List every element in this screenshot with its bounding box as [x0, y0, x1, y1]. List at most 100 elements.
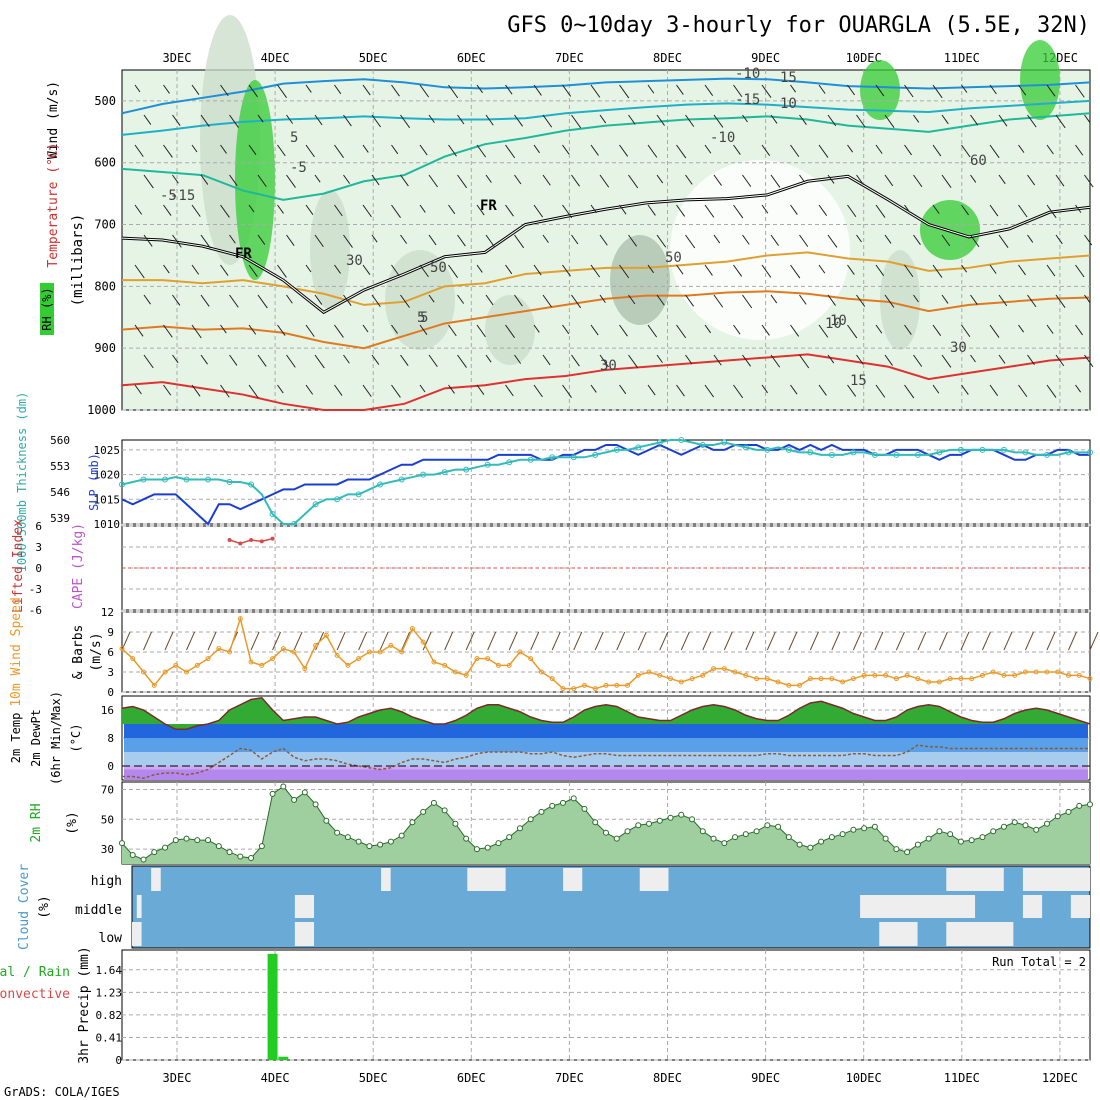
pressure-tick-label: 1000	[87, 403, 116, 417]
wind-barb	[932, 324, 942, 337]
surface-wind-barb	[852, 631, 862, 651]
wind-speed-point	[797, 682, 803, 688]
wind-speed-point	[141, 669, 147, 675]
rh-point	[312, 801, 319, 808]
wind-barb	[400, 174, 409, 187]
surface-wind-barb	[336, 631, 346, 651]
wind-speed-point	[216, 646, 222, 652]
tick-label: 1.64	[96, 964, 123, 977]
top-date-label: 8DEC	[653, 51, 682, 65]
wind-barb	[457, 234, 466, 247]
wind-speed-point	[227, 649, 233, 655]
wind-barb	[314, 294, 323, 305]
wind-barb	[1046, 84, 1056, 97]
surface-wind-barb	[250, 631, 260, 651]
top-date-label: 3DEC	[163, 51, 192, 65]
wind-barb	[799, 294, 807, 305]
tick-label: 30	[101, 843, 114, 856]
cloud-cell	[946, 922, 1014, 946]
surface-wind-barb	[530, 631, 540, 651]
thickness-tick-label: 553	[50, 460, 70, 473]
wind-barb	[143, 354, 154, 369]
surface-wind-barb	[1068, 631, 1077, 651]
wind-barb	[941, 294, 949, 304]
rh-axis-label: 2m RH	[29, 803, 44, 842]
wind-barb	[790, 264, 801, 279]
wind-barb	[799, 234, 809, 247]
wind-barb	[998, 294, 1008, 307]
wind-barb	[647, 204, 656, 216]
wind-speed-point	[603, 682, 609, 688]
wind-barb	[913, 354, 923, 367]
surface-wind-barb	[422, 631, 432, 651]
wind-barb	[562, 84, 572, 97]
rh-point	[237, 853, 244, 860]
wind-barb	[562, 204, 573, 219]
wind-speed-point	[721, 666, 727, 672]
wind-barb	[163, 264, 170, 274]
cloud-cell	[639, 868, 669, 891]
wind-barb	[334, 144, 344, 158]
tick-label: 1.23	[96, 986, 123, 999]
thickness-point	[1065, 449, 1072, 456]
rh-point	[1043, 820, 1050, 827]
thickness-point	[1043, 451, 1050, 458]
wind-barb	[827, 114, 837, 127]
rh-unit-label: (%)	[65, 811, 80, 834]
wind-barb	[562, 144, 570, 155]
thickness-point	[785, 446, 792, 453]
rh-point	[1033, 826, 1040, 833]
rh-point	[323, 817, 330, 824]
pressure-tick-label: 800	[94, 279, 116, 293]
temperature-band	[124, 769, 1088, 780]
wind-barb	[448, 264, 458, 278]
wind-barb	[619, 384, 627, 395]
thickness-point	[549, 454, 556, 461]
isotherm-label: -15	[735, 92, 760, 108]
wind-speed-point	[399, 649, 405, 655]
wind-barb	[599, 354, 609, 368]
wind-speed-point	[184, 669, 190, 675]
wind-barb	[733, 204, 744, 219]
wind-speed-point	[657, 672, 663, 678]
wind-barb	[163, 204, 172, 216]
wind-speed-point	[205, 656, 211, 662]
surface-wind-barb	[186, 631, 195, 651]
wind-barb	[619, 204, 627, 215]
thickness-point	[441, 469, 448, 476]
precip-panel: 0 0.41 0.82 1.23 1.64 Run Total = 2 3hr Precip…	[0, 946, 1091, 1067]
wind-barb	[314, 354, 325, 369]
rh-point	[796, 841, 803, 848]
wind-barb	[847, 264, 855, 275]
rh-point	[387, 838, 394, 845]
wind-speed-point	[754, 676, 760, 682]
wind-barb	[514, 234, 525, 249]
wind-barb	[647, 144, 658, 158]
bottom-date-axis: 3DEC 4DEC 5DEC 6DEC 7DEC 8DEC 9DEC 10DEC 11DEC 12…	[163, 1071, 1078, 1085]
wind-barb	[533, 144, 540, 154]
wind-barb	[1018, 324, 1025, 333]
wind-speed-point	[829, 676, 835, 682]
wind-speed-point	[173, 662, 179, 668]
temperature-band	[124, 724, 1088, 738]
wind-barb	[932, 384, 940, 394]
wind-barb	[827, 354, 835, 364]
grads-credit: GrADS: COLA/IGES	[4, 1085, 120, 1099]
wind-barb	[172, 294, 181, 306]
surface-wind-barb	[1089, 631, 1099, 651]
wind-barb	[761, 324, 770, 336]
wind-barb	[334, 324, 344, 338]
wind-barb	[314, 114, 323, 126]
wind-barb	[875, 324, 883, 334]
wind-barb	[628, 174, 639, 189]
thickness-point	[527, 456, 534, 463]
wind-barb	[1046, 264, 1056, 277]
wind-speed-point	[635, 672, 641, 678]
thickness-point	[721, 439, 728, 446]
temperature-line	[121, 696, 1091, 730]
rh-point	[1022, 822, 1029, 829]
rh-point	[559, 799, 566, 806]
wind-barb	[134, 264, 145, 279]
thickness-point	[269, 511, 276, 518]
